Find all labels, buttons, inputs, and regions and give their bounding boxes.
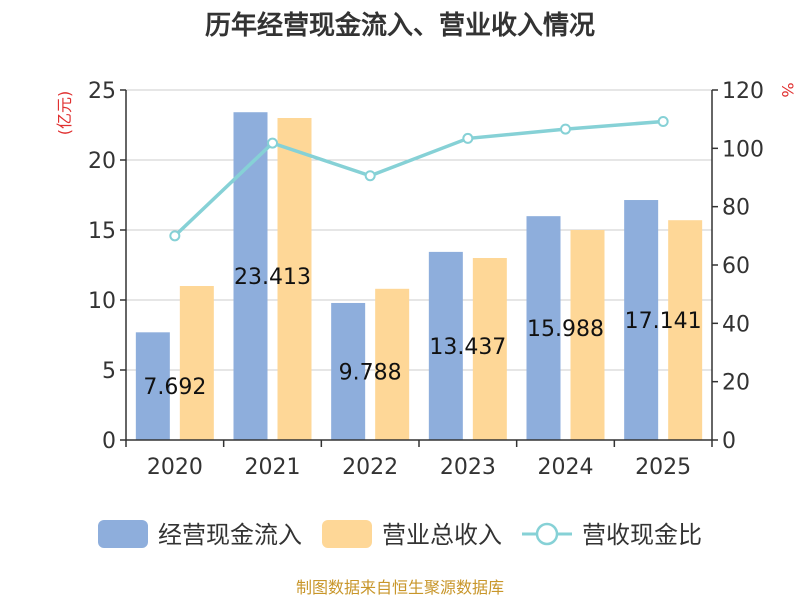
right-tick-label: 0 (722, 429, 736, 454)
bar (570, 230, 605, 440)
bar (179, 286, 214, 440)
bar (472, 258, 507, 440)
x-tick-label: 2023 (440, 455, 496, 480)
bar (233, 112, 268, 440)
bar (624, 200, 659, 440)
right-axis-unit: % (778, 82, 797, 97)
left-tick-label: 5 (102, 359, 116, 384)
source-note: 制图数据来自恒生聚源数据库 (296, 578, 504, 597)
line-point (364, 170, 376, 182)
data-label: 7.692 (143, 375, 206, 400)
legend-swatch (98, 520, 148, 548)
x-tick-label: 2024 (538, 455, 594, 480)
data-label: 23.413 (234, 265, 311, 290)
data-label: 13.437 (429, 335, 506, 360)
bars (135, 112, 703, 440)
x-tick-label: 2020 (147, 455, 203, 480)
line-point (657, 116, 669, 127)
line-point (169, 230, 181, 242)
data-label: 15.988 (527, 317, 604, 342)
left-tick-label: 15 (88, 219, 116, 244)
bar (135, 332, 170, 440)
right-tick-label: 60 (722, 254, 750, 279)
chart-title: 历年经营现金流入、营业收入情况 (205, 10, 595, 41)
line-point (267, 137, 278, 149)
data-label: 17.141 (625, 309, 702, 334)
x-tick-label: 2025 (635, 455, 691, 480)
bar (375, 288, 410, 440)
legend-label: 经营现金流入 (158, 521, 302, 549)
series-line (173, 119, 664, 238)
data-labels: 7.692 23.413 9.788 13.437 15.988 17.141 (143, 265, 701, 400)
left-tick-label: 20 (88, 149, 116, 174)
legend-label: 营业总收入 (382, 521, 502, 549)
legend: 经营现金流入 营业总收入 营收现金比 (98, 520, 702, 549)
right-tick-label: 20 (722, 371, 750, 396)
grid (126, 89, 712, 371)
x-tick-label: 2022 (342, 455, 398, 480)
line-series (169, 116, 669, 242)
x-tick-label: 2021 (245, 455, 301, 480)
legend-label: 营收现金比 (582, 521, 702, 549)
line-point (560, 123, 571, 135)
right-tick-label: 80 (722, 196, 750, 221)
left-axis-unit: (亿元) (55, 91, 74, 136)
data-label: 9.788 (339, 360, 402, 385)
legend-marker (535, 522, 559, 546)
bar (277, 118, 312, 440)
legend-swatch (322, 520, 372, 548)
line-point (462, 132, 474, 144)
left-tick-label: 0 (102, 429, 116, 454)
bar (526, 216, 561, 440)
right-tick-label: 100 (722, 137, 764, 162)
bar (428, 251, 463, 440)
bar (331, 302, 366, 440)
right-tick-label: 120 (722, 79, 764, 104)
left-tick-label: 10 (88, 289, 116, 314)
left-tick-label: 25 (88, 79, 116, 104)
bar (668, 220, 703, 440)
right-tick-label: 40 (722, 312, 750, 337)
